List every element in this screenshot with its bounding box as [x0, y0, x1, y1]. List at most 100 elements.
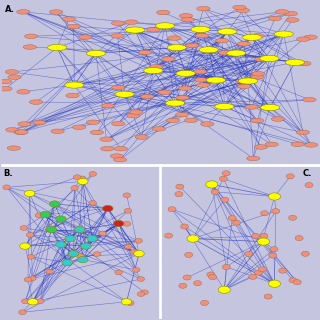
Ellipse shape	[201, 122, 214, 126]
Ellipse shape	[89, 172, 97, 176]
Ellipse shape	[28, 299, 38, 305]
Ellipse shape	[14, 130, 27, 135]
Ellipse shape	[112, 121, 125, 126]
Ellipse shape	[222, 265, 230, 270]
Ellipse shape	[141, 94, 154, 99]
Ellipse shape	[252, 234, 260, 239]
Ellipse shape	[19, 310, 26, 315]
Ellipse shape	[249, 274, 257, 279]
Ellipse shape	[141, 290, 148, 295]
Ellipse shape	[8, 75, 21, 79]
Ellipse shape	[175, 112, 189, 117]
Ellipse shape	[179, 14, 193, 18]
Ellipse shape	[123, 193, 131, 198]
Ellipse shape	[181, 17, 195, 22]
Ellipse shape	[24, 190, 35, 196]
Ellipse shape	[236, 79, 249, 84]
Ellipse shape	[175, 192, 183, 197]
Ellipse shape	[65, 82, 84, 88]
Ellipse shape	[114, 147, 127, 151]
Ellipse shape	[132, 268, 140, 272]
Ellipse shape	[179, 283, 187, 288]
Ellipse shape	[3, 185, 10, 190]
Ellipse shape	[197, 6, 210, 11]
Ellipse shape	[218, 28, 237, 35]
Ellipse shape	[251, 118, 264, 123]
Ellipse shape	[289, 278, 297, 283]
Ellipse shape	[135, 135, 148, 139]
Ellipse shape	[196, 83, 210, 87]
Ellipse shape	[86, 120, 100, 124]
Ellipse shape	[219, 51, 232, 55]
Text: A.: A.	[5, 5, 15, 14]
Ellipse shape	[227, 50, 246, 56]
Ellipse shape	[196, 33, 209, 38]
Ellipse shape	[251, 75, 264, 79]
Ellipse shape	[67, 24, 80, 29]
Ellipse shape	[87, 236, 97, 242]
Ellipse shape	[50, 10, 63, 14]
Ellipse shape	[238, 78, 258, 84]
Ellipse shape	[271, 117, 284, 121]
Ellipse shape	[101, 103, 115, 108]
Ellipse shape	[180, 224, 188, 229]
Ellipse shape	[73, 125, 86, 130]
Ellipse shape	[127, 113, 140, 118]
Ellipse shape	[245, 251, 253, 256]
Ellipse shape	[17, 10, 30, 14]
Ellipse shape	[268, 280, 281, 287]
Ellipse shape	[20, 226, 28, 230]
Ellipse shape	[135, 238, 142, 243]
Ellipse shape	[17, 90, 30, 94]
Ellipse shape	[125, 27, 145, 33]
Ellipse shape	[40, 212, 51, 218]
Ellipse shape	[275, 10, 289, 14]
Ellipse shape	[176, 70, 195, 76]
Ellipse shape	[220, 176, 228, 181]
Ellipse shape	[111, 34, 124, 38]
Ellipse shape	[185, 252, 193, 258]
Ellipse shape	[206, 181, 218, 188]
Ellipse shape	[236, 8, 250, 13]
Ellipse shape	[304, 35, 317, 40]
Ellipse shape	[286, 18, 299, 22]
Ellipse shape	[62, 17, 76, 21]
Ellipse shape	[243, 34, 262, 40]
Ellipse shape	[291, 142, 304, 147]
Ellipse shape	[78, 35, 92, 39]
Ellipse shape	[56, 242, 66, 248]
Ellipse shape	[211, 189, 219, 195]
Ellipse shape	[260, 104, 280, 111]
Ellipse shape	[251, 34, 264, 38]
Ellipse shape	[233, 220, 240, 225]
Ellipse shape	[75, 227, 85, 233]
Text: C.: C.	[303, 169, 312, 179]
Ellipse shape	[90, 130, 104, 135]
Ellipse shape	[259, 267, 267, 272]
Ellipse shape	[0, 79, 12, 84]
Ellipse shape	[194, 281, 202, 286]
Ellipse shape	[93, 252, 101, 256]
Ellipse shape	[179, 86, 192, 91]
Ellipse shape	[139, 50, 152, 55]
Ellipse shape	[285, 59, 305, 66]
Ellipse shape	[254, 145, 268, 149]
Ellipse shape	[33, 120, 46, 125]
Ellipse shape	[115, 91, 134, 97]
Ellipse shape	[130, 249, 138, 254]
Ellipse shape	[144, 68, 163, 74]
Ellipse shape	[164, 233, 172, 238]
Ellipse shape	[18, 122, 31, 126]
Ellipse shape	[114, 220, 124, 227]
Ellipse shape	[121, 299, 132, 305]
Ellipse shape	[199, 47, 218, 53]
Ellipse shape	[168, 36, 181, 40]
Ellipse shape	[207, 272, 215, 277]
Ellipse shape	[201, 300, 209, 306]
Ellipse shape	[23, 45, 36, 49]
Ellipse shape	[237, 84, 251, 89]
Ellipse shape	[158, 90, 171, 95]
Ellipse shape	[65, 236, 76, 242]
Ellipse shape	[255, 270, 263, 275]
Ellipse shape	[265, 142, 278, 147]
